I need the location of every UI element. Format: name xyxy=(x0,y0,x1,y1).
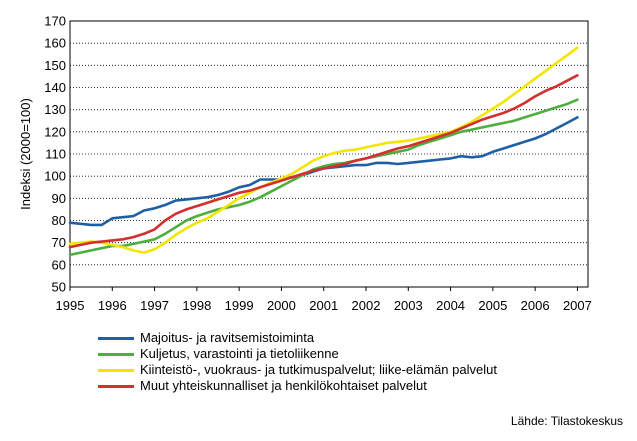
y-tick-label: 80 xyxy=(52,213,66,228)
x-tick-label: 2001 xyxy=(309,298,338,313)
legend-item-muut: Muut yhteiskunnalliset ja henkilökohtais… xyxy=(98,378,497,394)
series-line-kuljetus xyxy=(68,98,579,257)
x-tick-label: 1996 xyxy=(98,298,127,313)
y-tick-label: 70 xyxy=(52,235,66,250)
x-tick-label: 2004 xyxy=(436,298,465,313)
legend-item-kuljetus: Kuljetus, varastointi ja tietoliikenne xyxy=(98,346,497,362)
y-tick-label: 170 xyxy=(44,14,66,29)
x-tick-label: 2002 xyxy=(352,298,381,313)
x-axis-ticks: 1995 1996 1997 1998 1999 2000 2001 2002 2003 2004… xyxy=(56,287,592,313)
legend-item-kiinteisto: Kiinteistö-, vuokraus- ja tutkimuspalvel… xyxy=(98,362,497,378)
y-tick-label: 50 xyxy=(52,280,66,295)
series-line-kiinteisto xyxy=(68,46,579,254)
y-tick-label: 60 xyxy=(52,257,66,272)
x-tick-label: 2007 xyxy=(563,298,592,313)
x-tick-label: 1995 xyxy=(56,298,85,313)
y-tick-label: 110 xyxy=(45,147,66,162)
legend-item-majoitus: Majoitus- ja ravitsemistoiminta xyxy=(98,330,497,346)
legend-label-kuljetus: Kuljetus, varastointi ja tietoliikenne xyxy=(140,346,339,361)
series-lines xyxy=(68,46,579,257)
series-line-majoitus xyxy=(68,116,579,227)
legend-swatch-kiinteisto xyxy=(98,368,134,372)
source-note: Lähde: Tilastokeskus xyxy=(510,414,623,428)
x-tick-label: 2005 xyxy=(478,298,507,313)
legend: Majoitus- ja ravitsemistoiminta Kuljetus… xyxy=(98,330,497,394)
x-tick-label: 1997 xyxy=(140,298,169,313)
legend-label-majoitus: Majoitus- ja ravitsemistoiminta xyxy=(140,330,315,345)
y-tick-label: 120 xyxy=(44,124,66,139)
legend-swatch-majoitus xyxy=(98,336,134,340)
x-tick-label: 1998 xyxy=(182,298,211,313)
y-tick-label: 150 xyxy=(44,58,66,73)
y-tick-label: 140 xyxy=(44,80,66,95)
x-tick-label: 2003 xyxy=(394,298,423,313)
x-tick-label: 2000 xyxy=(267,298,296,313)
x-tick-label: 1999 xyxy=(225,298,254,313)
series-line-muut xyxy=(68,74,579,249)
plot-area xyxy=(69,20,589,288)
legend-label-muut: Muut yhteiskunnalliset ja henkilökohtais… xyxy=(140,378,427,393)
y-tick-label: 160 xyxy=(44,36,66,51)
y-tick-label: 100 xyxy=(44,169,66,184)
y-axis-label: Indeksi (2000=100) xyxy=(18,98,33,210)
y-tick-label: 130 xyxy=(44,102,66,117)
x-tick-label: 2006 xyxy=(521,298,550,313)
legend-label-kiinteisto: Kiinteistö-, vuokraus- ja tutkimuspalvel… xyxy=(140,362,497,377)
y-axis-ticks: 50 60 70 80 90 100 110 120 130 140 150 160 170 xyxy=(44,14,66,295)
legend-swatch-muut xyxy=(98,384,134,388)
legend-swatch-kuljetus xyxy=(98,352,134,356)
y-tick-label: 90 xyxy=(52,191,66,206)
